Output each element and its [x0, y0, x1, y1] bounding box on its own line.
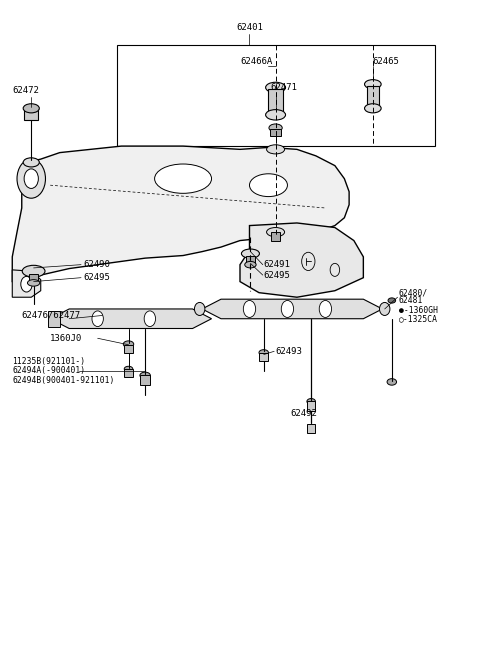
- Text: 62494B(900401-921101): 62494B(900401-921101): [12, 376, 115, 385]
- Polygon shape: [12, 146, 349, 283]
- Text: ○-1325CA: ○-1325CA: [399, 314, 438, 323]
- Ellipse shape: [27, 280, 40, 286]
- Bar: [270, 129, 281, 136]
- Polygon shape: [12, 270, 41, 297]
- Bar: [140, 375, 150, 384]
- Text: 62490: 62490: [84, 260, 110, 269]
- Text: 62492: 62492: [290, 409, 317, 418]
- Bar: [268, 89, 283, 114]
- Text: 62471: 62471: [271, 83, 298, 92]
- Ellipse shape: [124, 367, 133, 371]
- Bar: [48, 311, 60, 327]
- Ellipse shape: [194, 302, 205, 315]
- Text: ●-1360GH: ●-1360GH: [399, 306, 438, 315]
- Bar: [124, 369, 133, 377]
- Bar: [307, 424, 315, 433]
- Bar: [307, 401, 315, 411]
- Circle shape: [281, 300, 294, 317]
- Bar: [124, 345, 133, 353]
- Ellipse shape: [245, 261, 256, 268]
- Text: 62495: 62495: [84, 273, 110, 283]
- Text: 62476/62477: 62476/62477: [22, 311, 81, 320]
- Polygon shape: [50, 309, 212, 328]
- Circle shape: [24, 169, 38, 189]
- Text: 62401: 62401: [236, 23, 263, 32]
- Polygon shape: [240, 223, 363, 297]
- Text: 62491: 62491: [264, 260, 290, 269]
- Text: 62480/: 62480/: [399, 288, 428, 297]
- Ellipse shape: [23, 158, 39, 167]
- Ellipse shape: [364, 104, 381, 113]
- Ellipse shape: [380, 302, 390, 315]
- Bar: [271, 232, 280, 240]
- Text: 1360J0: 1360J0: [50, 334, 83, 343]
- Ellipse shape: [140, 372, 150, 378]
- Text: 62466A: 62466A: [240, 57, 272, 66]
- Ellipse shape: [123, 341, 134, 348]
- Circle shape: [92, 311, 103, 327]
- Text: 62481: 62481: [399, 296, 423, 305]
- Ellipse shape: [265, 110, 286, 120]
- Bar: [29, 274, 38, 283]
- Ellipse shape: [241, 249, 260, 258]
- Ellipse shape: [23, 104, 39, 113]
- Ellipse shape: [259, 350, 268, 355]
- Ellipse shape: [250, 174, 288, 196]
- Ellipse shape: [265, 82, 286, 93]
- Circle shape: [144, 311, 156, 327]
- Bar: [367, 85, 379, 107]
- Ellipse shape: [155, 164, 212, 193]
- Ellipse shape: [22, 265, 45, 277]
- Text: 11235B(921101-): 11235B(921101-): [12, 357, 85, 365]
- Ellipse shape: [269, 124, 282, 132]
- Text: 62472: 62472: [12, 86, 39, 95]
- Polygon shape: [202, 299, 383, 319]
- Text: 62494A(-900401): 62494A(-900401): [12, 367, 85, 375]
- Circle shape: [243, 300, 256, 317]
- Text: 62465: 62465: [373, 57, 400, 66]
- Ellipse shape: [266, 227, 285, 237]
- Bar: [259, 353, 268, 361]
- Bar: [24, 108, 38, 120]
- Ellipse shape: [388, 298, 396, 303]
- Text: 62495: 62495: [264, 271, 290, 280]
- Circle shape: [17, 159, 46, 198]
- Bar: [246, 256, 255, 265]
- Ellipse shape: [307, 399, 315, 405]
- Bar: [117, 45, 434, 146]
- Ellipse shape: [266, 145, 285, 154]
- Ellipse shape: [387, 378, 396, 385]
- Text: 62493: 62493: [276, 347, 302, 356]
- Circle shape: [319, 300, 332, 317]
- Circle shape: [21, 277, 32, 292]
- Ellipse shape: [364, 79, 381, 89]
